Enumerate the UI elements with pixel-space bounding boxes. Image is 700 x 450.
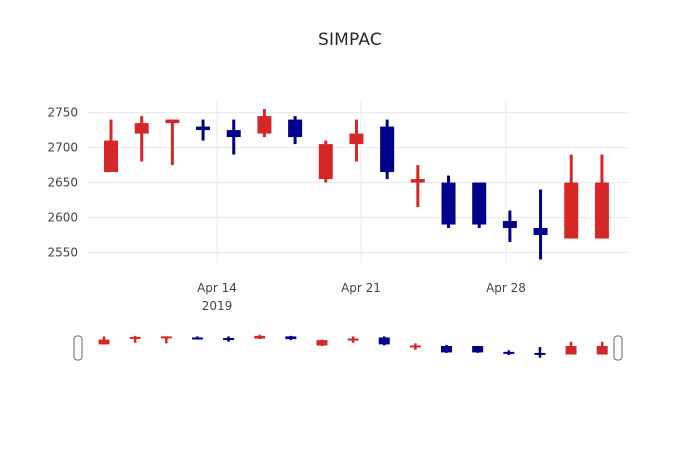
candle-body xyxy=(257,116,272,134)
y-tick-2600: 2600 xyxy=(47,211,78,225)
y-tick-2700: 2700 xyxy=(47,141,78,155)
rangeslider-candlestick xyxy=(129,335,141,343)
candlestick[interactable] xyxy=(104,119,119,173)
mini-candle-body xyxy=(441,346,453,353)
y-tick-2550: 2550 xyxy=(47,246,78,260)
mini-candle-body xyxy=(160,336,172,339)
candlestick[interactable] xyxy=(288,116,303,145)
candlestick[interactable] xyxy=(134,116,149,162)
candlestick-series[interactable] xyxy=(104,109,609,260)
x-tick-apr-28: Apr 28 xyxy=(486,281,526,295)
mini-candle-wick xyxy=(538,347,542,358)
candle-body xyxy=(165,119,180,124)
mini-candle-body xyxy=(409,345,421,348)
rangeslider-candlestick xyxy=(285,335,297,341)
candle-body xyxy=(410,179,425,183)
rangeslider-candlestick xyxy=(191,336,203,340)
rangeslider-candlestick xyxy=(160,336,172,344)
x-tick-year-2019: 2019 xyxy=(202,299,233,313)
candle-body xyxy=(564,182,579,239)
candlestick[interactable] xyxy=(441,175,456,229)
candlestick[interactable] xyxy=(349,119,364,162)
rangeslider-candlestick xyxy=(254,334,266,340)
y-tick-2650: 2650 xyxy=(47,176,78,190)
horizontal-gridlines xyxy=(88,112,628,254)
mini-candle-body xyxy=(98,339,110,345)
rangeslider-handle-right[interactable] xyxy=(613,335,623,361)
mini-candle-body xyxy=(285,336,297,340)
mini-candle-body xyxy=(129,336,141,339)
candlestick[interactable] xyxy=(318,140,333,183)
candle-wick xyxy=(539,189,543,260)
rangeslider-candlestick xyxy=(534,347,546,358)
y-tick-2750: 2750 xyxy=(47,106,78,120)
candle-body xyxy=(349,133,364,145)
candlestick[interactable] xyxy=(165,119,180,166)
candle-body xyxy=(502,221,517,229)
rangeslider-candlestick xyxy=(565,341,577,355)
mini-candle-body xyxy=(503,351,515,354)
rangeslider-candlestick xyxy=(316,339,328,346)
candlestick[interactable] xyxy=(533,189,548,260)
rangeslider-candlestick xyxy=(378,336,390,346)
candle-body xyxy=(196,126,211,131)
rangeslider-candlestick xyxy=(347,336,359,343)
rangeslider-handle-left[interactable] xyxy=(73,335,83,361)
candle-body xyxy=(533,228,548,236)
candlestick[interactable] xyxy=(380,119,395,180)
candlestick[interactable] xyxy=(226,119,241,155)
x-tick-apr-14: Apr 14 xyxy=(197,281,237,295)
candle-wick xyxy=(416,165,420,208)
candlestick[interactable] xyxy=(502,210,517,243)
mini-candle-body xyxy=(223,338,235,340)
mini-candle-body xyxy=(347,338,359,341)
rangeslider-handles[interactable] xyxy=(73,335,623,361)
candle-body xyxy=(380,126,395,173)
mini-candle-body xyxy=(472,346,484,353)
rangeslider-series[interactable] xyxy=(98,334,608,358)
candle-body xyxy=(594,182,609,239)
vertical-gridlines xyxy=(216,100,507,263)
mini-candle-wick xyxy=(165,336,168,344)
candle-wick xyxy=(140,116,144,162)
candlestick[interactable] xyxy=(196,119,211,141)
candle-body xyxy=(318,144,333,180)
mini-candle-body xyxy=(316,340,328,346)
mini-candle-body xyxy=(254,335,266,339)
chart-title: SIMPAC xyxy=(317,30,383,50)
candle-body xyxy=(441,182,456,225)
mini-candle-body xyxy=(565,346,577,355)
mini-candle-wick xyxy=(133,335,137,343)
candlestick[interactable] xyxy=(594,154,609,239)
candle-body xyxy=(134,123,149,134)
candle-body xyxy=(226,130,241,138)
rangeslider-candlestick xyxy=(441,344,453,353)
rangeslider-candlestick xyxy=(503,350,515,356)
candle-body xyxy=(472,182,487,225)
x-tick-apr-21: Apr 21 xyxy=(341,281,381,295)
rangeslider-candlestick xyxy=(472,346,484,353)
candle-body xyxy=(104,140,119,173)
mini-candle-body xyxy=(191,337,203,340)
x-axis-tick-labels: Apr 14 2019 Apr 21 Apr 28 xyxy=(197,281,526,313)
rangeslider-candlestick xyxy=(223,336,235,342)
candle-body xyxy=(288,119,303,138)
mini-candle-body xyxy=(378,337,390,345)
rangeslider-candlestick xyxy=(596,341,608,355)
mini-candle-body xyxy=(596,346,608,355)
rangeslider-candlestick xyxy=(98,336,110,345)
rangeslider-candlestick xyxy=(409,343,421,350)
candlestick[interactable] xyxy=(410,165,425,208)
candlestick[interactable] xyxy=(472,182,487,229)
y-axis-tick-labels: 2750 2700 2650 2600 2550 xyxy=(47,106,78,260)
mini-candle-body xyxy=(534,352,546,355)
candlestick[interactable] xyxy=(257,109,272,138)
candle-wick xyxy=(170,119,174,166)
candlestick[interactable] xyxy=(564,154,579,239)
